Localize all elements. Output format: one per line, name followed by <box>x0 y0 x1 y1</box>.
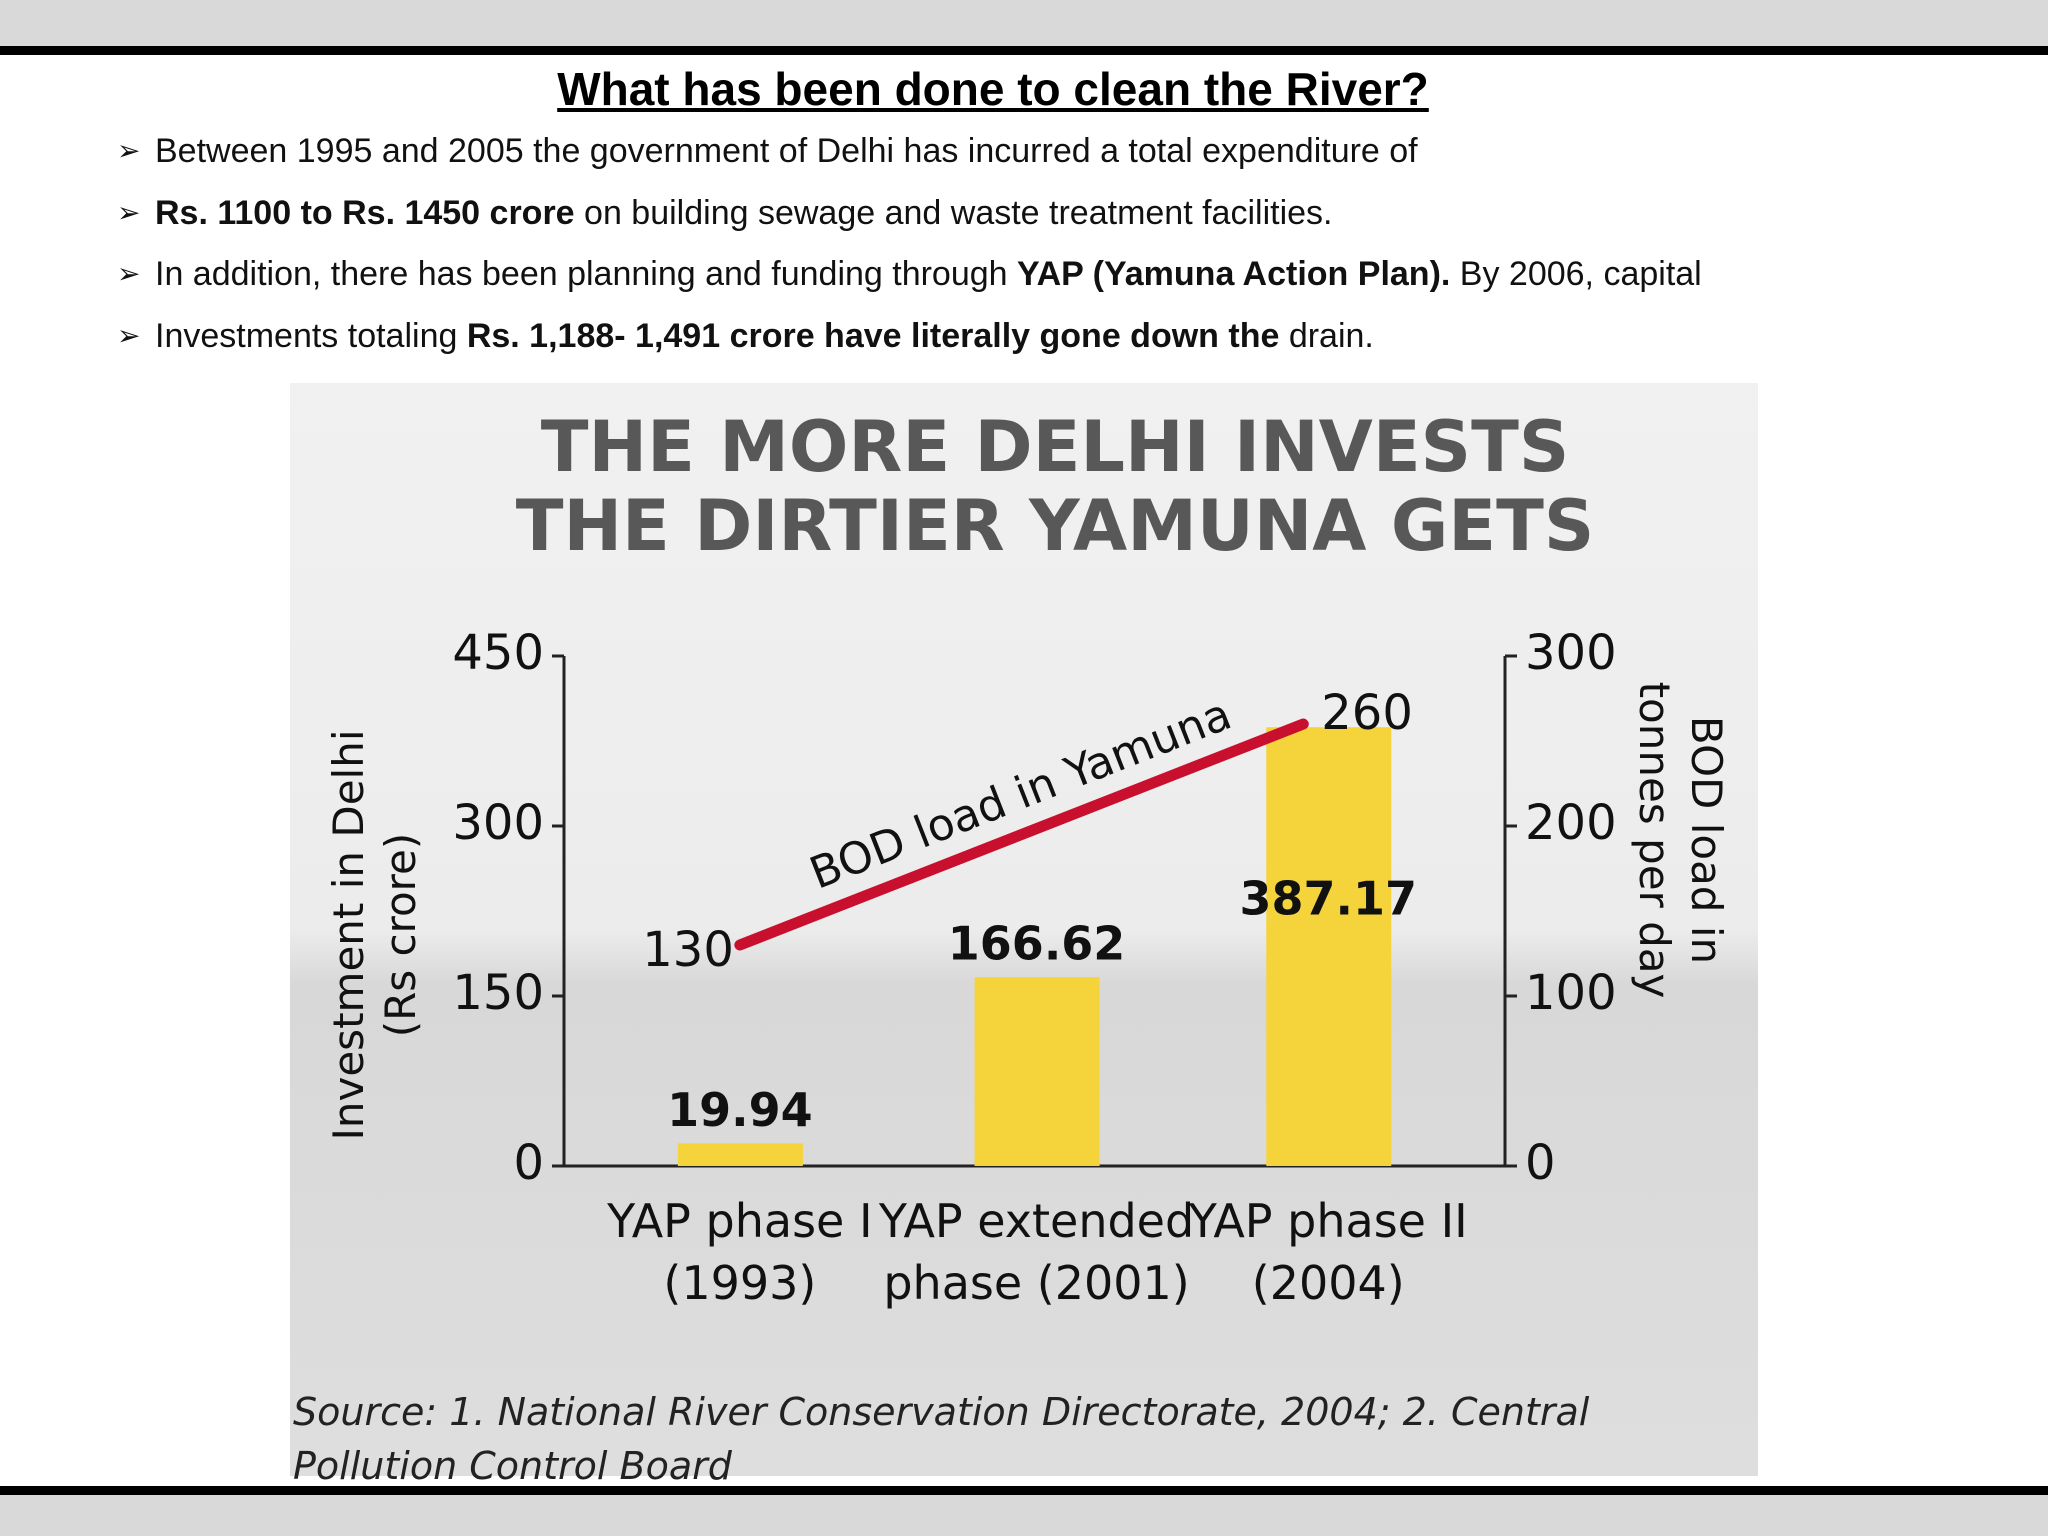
bullet-text: YAP (Yamuna Action Plan). <box>1017 255 1451 293</box>
bullet-text: Between 1995 and 2005 the government of … <box>155 132 1418 170</box>
y2-tick-label: 0 <box>1525 1135 1556 1191</box>
top-band <box>0 0 2048 46</box>
chart-title: THE MORE DELHI INVESTS <box>541 406 1570 488</box>
bullet-text: In addition, there has been planning and… <box>155 255 1018 293</box>
bullet-text: Rs. 1,188- 1,491 crore have literally go… <box>466 316 1280 355</box>
y-tick-label: 150 <box>452 965 544 1021</box>
y-tick-label: 0 <box>513 1135 544 1191</box>
x-tick-label: YAP extended phase (2001) <box>878 1194 1195 1310</box>
bar <box>1266 727 1392 1166</box>
line-segment <box>734 718 1309 951</box>
y-tick-label: 450 <box>452 625 544 681</box>
bar <box>974 977 1100 1166</box>
bottom-band <box>0 1495 2048 1536</box>
bar-value-label: 387.17 <box>1240 872 1418 926</box>
line-value-label: 260 <box>1321 685 1413 741</box>
y2-tick-label: 300 <box>1525 625 1617 681</box>
bullet: In addition, there has been planning and… <box>117 254 1702 294</box>
bar-value-label: 166.62 <box>948 917 1126 971</box>
slide-title: What has been done to clean the River? <box>557 63 1429 115</box>
y2-axis-title: BOD load in tonnes per day <box>1630 681 1731 999</box>
bullet-text: By 2006, capital <box>1450 255 1702 293</box>
chart-source: Source: 1. National River Conservation D… <box>293 1390 1590 1488</box>
x-tick-label: YAP phase I (1993) <box>607 1194 873 1310</box>
bullet: Investments totaling Rs. 1,188- 1,491 cr… <box>117 316 1374 356</box>
bullet-text: Rs. 1100 to Rs. 1450 crore <box>155 193 575 232</box>
bullet: Between 1995 and 2005 the government of … <box>117 131 1418 171</box>
bar-value-label: 19.94 <box>667 1083 813 1137</box>
bottom-rule <box>0 1486 2048 1495</box>
bullet: Rs. 1100 to Rs. 1450 crore on building s… <box>117 193 1333 233</box>
line-value-label: 130 <box>642 922 734 978</box>
bullet-text: Investments totaling <box>155 316 467 355</box>
x-tick-label: YAP phase II (2004) <box>1188 1194 1468 1310</box>
top-rule <box>0 46 2048 55</box>
chart-background <box>290 383 1758 1476</box>
y2-tick-label: 100 <box>1525 965 1617 1021</box>
bullet-text: on building sewage and waste treatment f… <box>574 193 1333 232</box>
y-tick-label: 300 <box>452 795 544 851</box>
y-axis-title: Investment in Delhi (Rs crore) <box>324 729 425 1141</box>
bullet-text: drain. <box>1279 316 1374 355</box>
chart-title: THE DIRTIER YAMUNA GETS <box>516 485 1595 567</box>
y2-tick-label: 200 <box>1525 795 1617 851</box>
bar <box>677 1143 803 1166</box>
